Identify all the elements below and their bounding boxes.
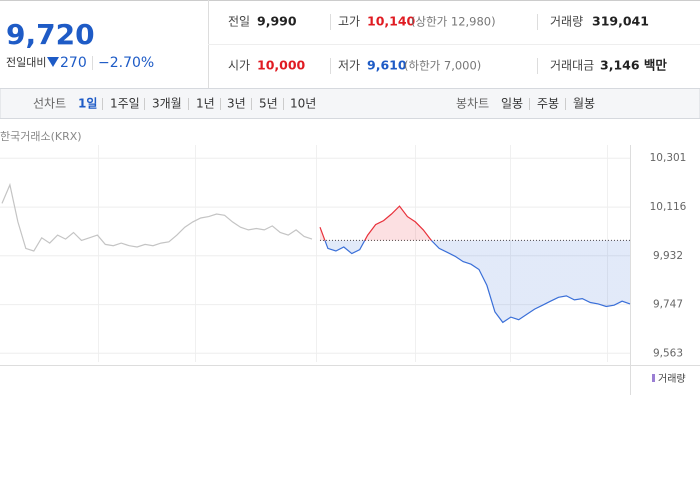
tab[interactable]: 5년: [259, 97, 278, 111]
y-tick-label: 9,747: [653, 299, 683, 311]
stat-note: (하한가 7,000): [404, 59, 481, 73]
y-tick-label: 9,932: [653, 250, 683, 262]
stat-value: 10,000: [257, 58, 306, 73]
y-tick-label: 9,563: [653, 347, 683, 359]
y-tick-label: 10,301: [650, 152, 687, 164]
change-label: 전일대비: [6, 55, 46, 69]
y-tick-label: 10,116: [650, 201, 687, 213]
volume-legend: 거래량: [658, 373, 686, 385]
tab[interactable]: 10년: [290, 97, 316, 111]
tab[interactable]: 1년: [196, 97, 215, 111]
stat-label: 거래량: [550, 15, 583, 29]
stat-value: 10,140: [367, 14, 416, 29]
tab[interactable]: 주봉: [537, 97, 559, 111]
stat-label: 거래대금: [550, 59, 594, 73]
area: [319, 206, 630, 323]
stat-value: 9,990: [257, 14, 297, 29]
tab-group-label: 봉차트: [456, 97, 489, 111]
tab[interactable]: 1일: [78, 97, 97, 111]
tab[interactable]: 3개월: [152, 97, 182, 111]
tab-bar: [0, 88, 700, 119]
change: 270: [60, 55, 87, 71]
tab[interactable]: 월봉: [573, 97, 595, 111]
tab[interactable]: 3년: [227, 97, 246, 111]
line: [319, 205, 631, 324]
tab[interactable]: 일봉: [501, 97, 523, 111]
stat-value: 319,041: [592, 14, 649, 29]
stat-value: 3,146 백만: [600, 58, 667, 73]
stat-label: 고가: [338, 15, 360, 29]
stat-note: (상한가 12,980): [411, 15, 496, 29]
v-grid: [98, 145, 608, 362]
stat-value: 9,610: [367, 58, 407, 73]
line: [1, 182, 313, 252]
price: 9,720: [6, 18, 95, 51]
down-icon: [47, 57, 59, 67]
stat-label: 전일: [228, 15, 250, 29]
volume-legend-swatch: [652, 374, 655, 382]
stat-label: 시가: [228, 59, 250, 73]
source: 한국거래소(KRX): [0, 130, 82, 143]
tab-separators: [102, 98, 566, 110]
change-pct: −2.70%: [98, 55, 154, 71]
stat-label: 저가: [338, 59, 360, 73]
tab-group-label: 선차트: [33, 97, 66, 111]
tab[interactable]: 1주일: [110, 97, 140, 111]
